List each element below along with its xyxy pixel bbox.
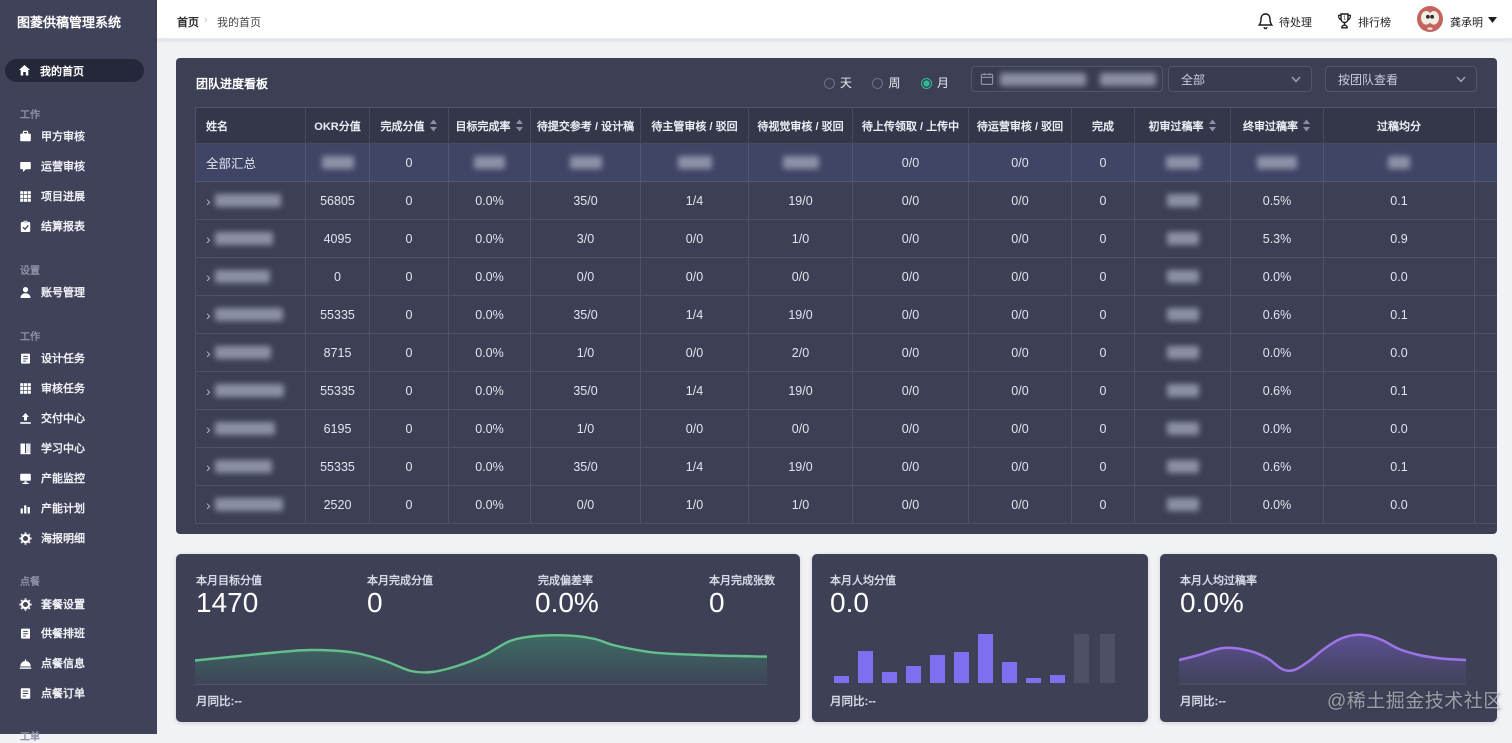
svg-text:1: 1: [1343, 16, 1346, 22]
